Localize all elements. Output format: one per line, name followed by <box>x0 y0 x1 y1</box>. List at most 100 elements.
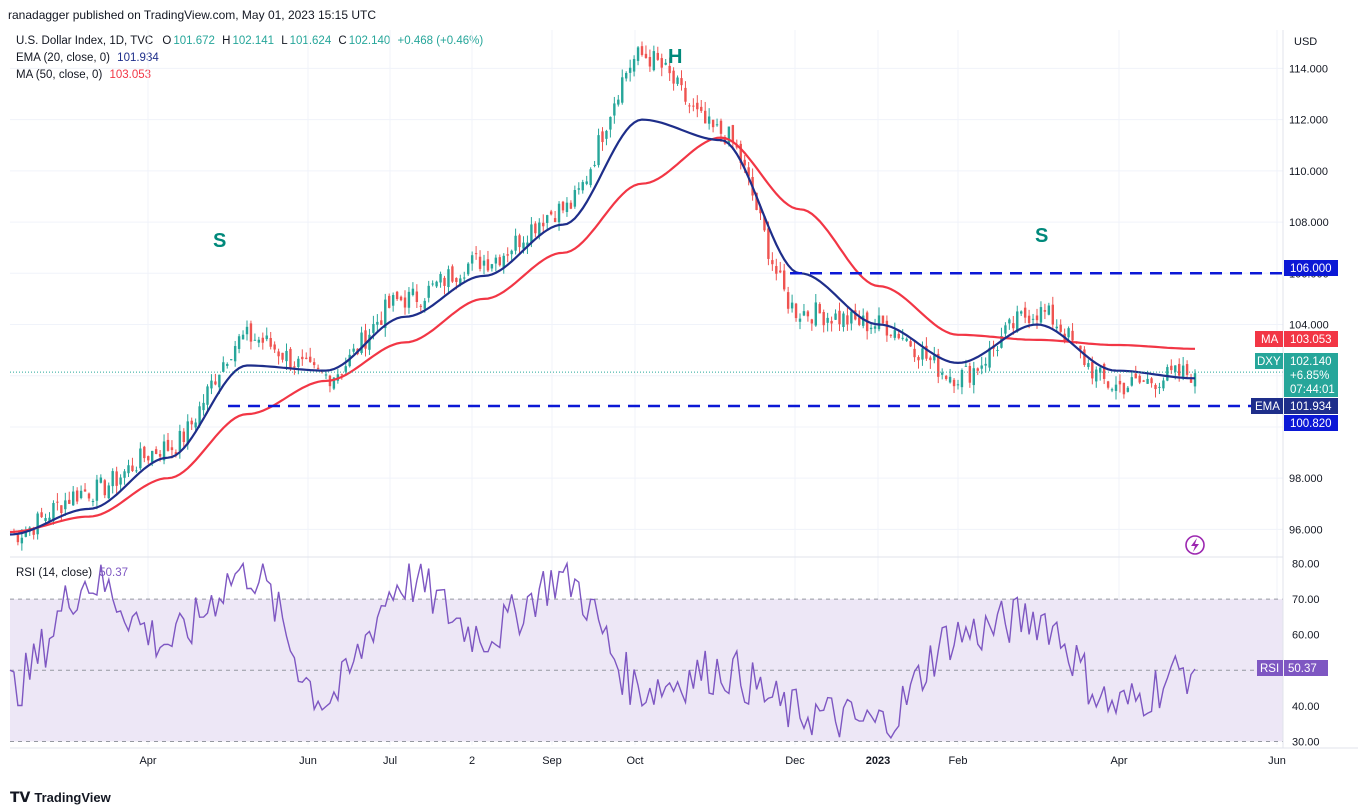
candle <box>72 486 75 506</box>
candle <box>490 263 494 272</box>
svg-text:103.053: 103.053 <box>1290 334 1332 346</box>
candle <box>680 70 683 91</box>
candle <box>285 343 288 370</box>
candle <box>498 254 501 267</box>
lightning-icon[interactable] <box>1185 535 1205 555</box>
candle <box>1039 301 1043 325</box>
change-value: +0.468 (+0.46%) <box>397 35 484 47</box>
candle <box>605 129 608 146</box>
candle <box>222 356 225 372</box>
candle <box>700 99 703 113</box>
candle <box>1071 323 1074 345</box>
candle <box>391 292 395 312</box>
candle <box>1055 319 1058 332</box>
candle <box>206 384 209 414</box>
candle <box>802 303 806 317</box>
candle <box>301 349 304 366</box>
candle <box>1122 382 1126 399</box>
candle <box>652 45 656 72</box>
candle <box>704 101 707 124</box>
candle <box>617 94 620 107</box>
candle <box>684 81 687 105</box>
candle <box>968 362 972 388</box>
candle <box>1150 376 1153 388</box>
candle <box>447 265 450 293</box>
candle <box>403 290 407 315</box>
candle <box>289 347 292 371</box>
candle <box>1102 362 1106 385</box>
candle <box>893 322 896 341</box>
high-value: 102.141 <box>232 35 275 47</box>
candle <box>996 345 999 357</box>
candle <box>1004 322 1007 340</box>
candle <box>95 474 99 510</box>
footer-brand[interactable]: 𝗧𝗩 TradingView <box>10 789 111 806</box>
svg-text:EMA: EMA <box>1255 401 1280 413</box>
candle <box>127 459 130 478</box>
candle <box>36 511 39 540</box>
candle <box>143 445 146 463</box>
candle <box>1185 360 1189 378</box>
time-tick-label: 2 <box>469 755 475 767</box>
candle <box>865 310 869 340</box>
price-tick-label: 104.000 <box>1289 320 1329 332</box>
candle <box>988 340 991 372</box>
candle <box>123 469 126 485</box>
ma-line <box>9 136 1195 534</box>
candle <box>715 118 719 127</box>
candle <box>739 140 742 170</box>
time-axis[interactable]: Apr Jun Jul 2 Sep Oct Dec 2023 Feb Apr Jun <box>139 755 1285 767</box>
candle <box>1181 356 1185 381</box>
annotation-head: H <box>668 46 682 68</box>
candle <box>463 271 466 282</box>
rsi-legend-name: RSI (14, close) <box>16 567 93 579</box>
ma-legend-value: 103.053 <box>109 69 152 81</box>
candle <box>407 287 411 314</box>
candle <box>482 254 486 275</box>
price-tick-label: 96.000 <box>1289 524 1323 536</box>
time-tick-label: Oct <box>626 755 643 767</box>
candle <box>194 418 197 431</box>
candle <box>119 474 122 492</box>
candle <box>486 250 490 273</box>
candle <box>309 347 312 363</box>
rsi-legend[interactable]: RSI (14, close) 50.37 <box>16 567 128 579</box>
candle <box>1170 359 1173 374</box>
ma-legend[interactable]: MA (50, close, 0) 103.053 <box>16 69 151 81</box>
candle <box>147 455 150 464</box>
candle <box>1051 296 1054 329</box>
candle <box>226 362 229 369</box>
svg-text:MA: MA <box>1261 334 1279 346</box>
candle <box>937 348 940 384</box>
candle <box>135 466 138 474</box>
price-tick-label: 114.000 <box>1289 63 1328 75</box>
candle <box>628 59 632 82</box>
candle <box>478 250 482 272</box>
candle <box>692 98 695 112</box>
candle <box>850 309 853 331</box>
candle <box>467 262 470 276</box>
candle <box>443 275 446 295</box>
svg-text:50.37: 50.37 <box>1288 663 1317 675</box>
candle <box>632 55 636 77</box>
candle <box>601 127 604 151</box>
candle <box>1067 326 1070 340</box>
candle <box>166 433 170 452</box>
badge-dxy: DXY 102.140 +6.85% 07:44:01 <box>1255 353 1338 397</box>
published-caption: ranadagger published on TradingView.com,… <box>8 8 377 22</box>
candle <box>261 332 264 350</box>
candle <box>1106 380 1110 390</box>
candle <box>506 247 509 263</box>
candle <box>877 307 881 332</box>
svg-text:+6.85%: +6.85% <box>1290 370 1329 382</box>
badge-ma: MA 103.053 <box>1255 331 1338 347</box>
symbol-legend[interactable]: U.S. Dollar Index, 1D, TVC O 101.672 H 102… <box>16 35 483 47</box>
svg-text:DXY: DXY <box>1257 356 1281 368</box>
candle <box>909 338 912 347</box>
price-axis[interactable]: 114.000 112.000 110.000 108.000 106.000 104.0… <box>1289 63 1329 536</box>
candle <box>901 329 904 341</box>
candle <box>794 302 798 322</box>
candle <box>889 334 893 338</box>
